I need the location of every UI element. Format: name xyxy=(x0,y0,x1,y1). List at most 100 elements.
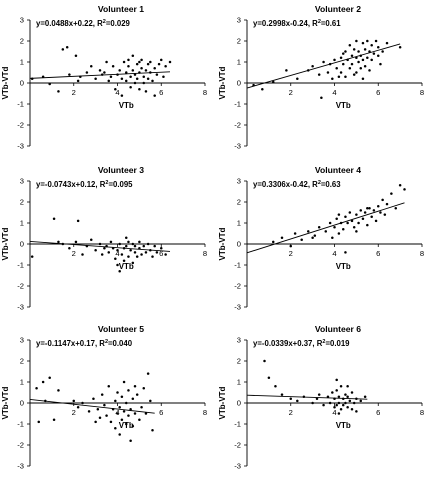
r-squared-value: =0.61 xyxy=(321,19,341,28)
data-point xyxy=(127,64,130,68)
y-tick-label: 1 xyxy=(20,219,24,228)
equation-text: y=0.0488x+0.22, R xyxy=(36,19,103,28)
data-point xyxy=(133,81,137,85)
data-point xyxy=(142,244,145,248)
data-point xyxy=(315,397,319,401)
data-point xyxy=(398,46,402,49)
data-point xyxy=(157,62,161,66)
data-point xyxy=(335,217,338,221)
data-point xyxy=(372,209,376,212)
data-point xyxy=(65,46,69,49)
data-point xyxy=(142,387,145,390)
data-point xyxy=(366,39,369,43)
data-point xyxy=(344,75,347,78)
data-point xyxy=(129,75,132,78)
data-point xyxy=(142,75,145,78)
data-point xyxy=(311,401,314,405)
data-point xyxy=(337,395,341,398)
x-tick-label: 2 xyxy=(72,249,76,258)
data-point xyxy=(74,240,78,244)
data-point xyxy=(131,261,135,265)
data-point xyxy=(379,62,382,66)
data-point xyxy=(339,408,343,411)
data-point xyxy=(322,403,325,407)
x-tick-label: 2 xyxy=(72,88,76,97)
x-tick-label: 2 xyxy=(289,408,293,417)
data-point xyxy=(370,58,373,62)
data-point xyxy=(164,253,167,256)
x-tick-label: 8 xyxy=(203,88,207,97)
equation-text: y=-0.1147x+0.17, R xyxy=(36,339,105,348)
data-point xyxy=(317,393,321,396)
data-point xyxy=(144,90,148,93)
data-point xyxy=(138,418,141,422)
panel-1: Volunteer 1y=0.0488x+0.22, R2=0.029-3-2-… xyxy=(1,4,207,151)
y-tick-label: 3 xyxy=(20,16,24,25)
y-tick-label: -2 xyxy=(17,121,24,130)
data-point xyxy=(111,64,115,68)
data-point xyxy=(355,410,358,413)
data-point xyxy=(272,240,275,244)
data-point xyxy=(81,401,84,405)
data-point xyxy=(144,412,148,415)
data-point xyxy=(377,204,380,208)
data-point xyxy=(116,412,119,415)
data-point xyxy=(383,213,387,216)
y-tick-label: -1 xyxy=(17,261,24,270)
data-point xyxy=(107,79,110,83)
data-point xyxy=(280,393,284,396)
superscript-2: 2 xyxy=(103,19,106,25)
data-point xyxy=(335,403,338,407)
data-point xyxy=(326,395,330,398)
data-point xyxy=(120,253,124,256)
data-point xyxy=(357,50,360,53)
data-point xyxy=(125,401,128,405)
data-point xyxy=(149,399,152,403)
data-point xyxy=(151,429,154,432)
data-point xyxy=(118,242,121,246)
data-point xyxy=(114,88,117,91)
data-point xyxy=(339,71,343,74)
panel-3: Volunteer 3y=-0.0743x+0.12, R2=0.095-3-2… xyxy=(1,165,207,312)
x-tick-label: 8 xyxy=(420,408,424,417)
data-point xyxy=(118,405,121,409)
x-tick-label: 6 xyxy=(376,88,380,97)
superscript-2: 2 xyxy=(105,339,108,345)
data-point xyxy=(322,60,325,64)
regression-equation: y=-0.1147x+0.17, R2=0.040 xyxy=(36,339,133,348)
data-point xyxy=(352,48,356,51)
data-point xyxy=(37,420,40,424)
regression-equation: y=0.2998x-0.24, R2=0.61 xyxy=(253,19,341,28)
x-tick-label: 6 xyxy=(159,249,163,258)
data-point xyxy=(368,207,371,210)
equation-text: y=0.3306x-0.42, R xyxy=(253,180,318,189)
panel-6: Volunteer 6y=-0.0339x+0.37, R2=0.019-3-2… xyxy=(218,324,424,471)
data-point xyxy=(307,230,310,233)
data-point xyxy=(359,399,362,403)
panel-5: Volunteer 5y=-0.1147x+0.17, R2=0.040-3-2… xyxy=(1,324,207,471)
data-point xyxy=(72,399,75,403)
y-tick-label: -1 xyxy=(17,100,24,109)
data-point xyxy=(144,69,148,72)
data-point xyxy=(122,410,126,413)
y-tick-label: 3 xyxy=(20,177,24,186)
data-point xyxy=(370,215,373,218)
data-point xyxy=(344,50,347,53)
y-tick-label: 1 xyxy=(20,378,24,387)
data-point xyxy=(114,426,117,430)
data-point xyxy=(135,255,139,258)
data-point xyxy=(133,73,137,76)
data-point xyxy=(160,246,163,250)
data-point xyxy=(326,71,330,74)
regression-line xyxy=(29,241,171,252)
data-point xyxy=(144,251,148,254)
data-point xyxy=(127,389,130,392)
data-point xyxy=(107,384,110,388)
y-axis-label: VTb-VTd xyxy=(218,66,227,99)
x-tick-label: 2 xyxy=(289,249,293,258)
data-point xyxy=(313,234,317,237)
panel-4: Volunteer 4y=0.3306x-0.42, R2=0.63-3-2-1… xyxy=(218,165,424,312)
data-point xyxy=(122,380,126,384)
x-tick-label: 4 xyxy=(115,88,119,97)
y-tick-label: 3 xyxy=(237,336,241,345)
